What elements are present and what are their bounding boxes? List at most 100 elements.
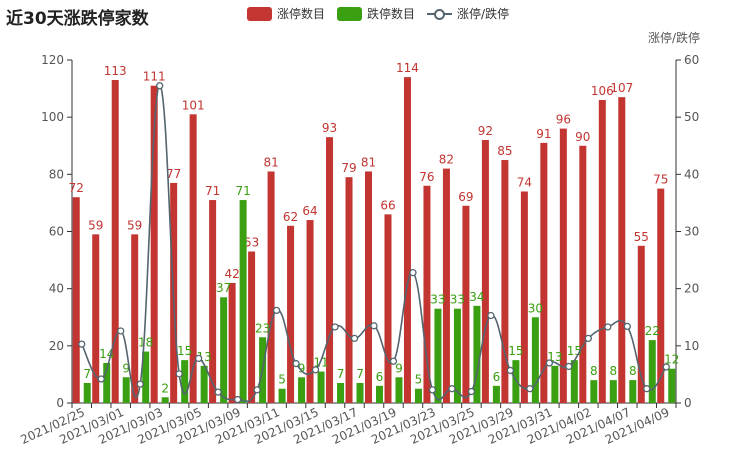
right-axis-tick-label: 60: [684, 53, 699, 67]
bar-up-label: 55: [634, 230, 649, 244]
ratio-point: [350, 334, 359, 343]
right-axis-tick-label: 10: [684, 339, 699, 353]
bar-down: [395, 377, 403, 403]
bar-down: [492, 385, 500, 403]
bar-up: [520, 191, 528, 403]
bar-up: [92, 234, 100, 403]
bar-up: [403, 77, 411, 404]
ratio-point: [662, 363, 670, 371]
right-axis-tick-label: 20: [684, 282, 699, 296]
bar-down-label: 18: [138, 336, 153, 350]
legend-swatch-up: [247, 6, 272, 21]
right-axis-tick-label: 40: [684, 167, 699, 181]
left-axis-tick-label: 100: [41, 110, 64, 124]
bar-up-label: 92: [478, 124, 493, 138]
right-axis-tick-label: 50: [684, 110, 699, 124]
left-axis-tick-label: 20: [49, 339, 64, 353]
bar-up-label: 76: [419, 170, 434, 184]
bar-down: [590, 380, 598, 403]
bar-down-label: 12: [664, 353, 679, 367]
bar-up: [501, 160, 509, 403]
bar-down: [337, 382, 345, 403]
bar-down-label: 7: [356, 367, 364, 381]
bar-down-label: 30: [528, 301, 543, 315]
bar-up: [131, 234, 139, 403]
bar-down-label: 9: [298, 361, 306, 375]
ratio-point: [409, 269, 417, 277]
bar-up-label: 106: [591, 84, 614, 98]
legend-item-ratio[interactable]: 涨停/跌停: [427, 5, 509, 22]
bar-up: [326, 137, 334, 404]
ratio-point: [604, 323, 612, 331]
left-axis-tick-label: 40: [49, 282, 64, 296]
bar-up: [637, 245, 645, 403]
legend-line-icon: [427, 7, 453, 21]
ratio-point: [136, 380, 144, 388]
bar-down-label: 23: [255, 321, 270, 335]
bar-up: [209, 200, 217, 403]
ratio-point: [643, 385, 651, 393]
ratio-point: [311, 366, 320, 374]
bar-up-label: 53: [244, 236, 259, 250]
ratio-point: [194, 354, 203, 363]
bar-down-label: 34: [469, 290, 484, 304]
bar-down-label: 6: [376, 370, 384, 384]
chart-title: 近30天涨跌停家数: [6, 9, 149, 29]
bar-down: [200, 365, 208, 403]
bar-up-label: 96: [556, 113, 571, 127]
ratio-point: [448, 385, 456, 393]
bar-down-label: 33: [450, 293, 465, 307]
bar-up: [111, 80, 119, 403]
bar-up-label: 77: [166, 167, 181, 181]
bar-up-label: 85: [497, 144, 512, 158]
left-axis-tick-label: 120: [41, 53, 64, 67]
ratio-point: [565, 362, 573, 371]
bar-down-label: 71: [235, 184, 250, 198]
legend-label-down: 跌停数目: [367, 7, 416, 21]
bar-down: [103, 362, 111, 403]
bar-down-label: 15: [177, 344, 192, 358]
bar-down-label: 33: [430, 293, 445, 307]
ratio-point: [175, 370, 183, 378]
bar-down-label: 5: [415, 373, 423, 387]
bar-up: [287, 225, 295, 403]
left-axis-tick-label: 0: [56, 396, 64, 410]
bar-down: [317, 371, 325, 403]
bar-down: [83, 382, 91, 403]
bar-up-label: 59: [127, 218, 142, 232]
bar-down-label: 2: [161, 381, 169, 395]
right-axis-tick-label: 30: [684, 225, 699, 239]
bar-up: [559, 128, 567, 403]
bar-up: [462, 205, 470, 403]
bar-down: [122, 377, 130, 403]
bar-up: [345, 177, 353, 403]
bar-up-label: 79: [341, 161, 356, 175]
bar-up-label: 101: [182, 98, 205, 112]
bar-down: [551, 365, 559, 403]
bar-up: [228, 282, 236, 403]
legend-label-ratio: 涨停/跌停: [457, 7, 510, 21]
legend-swatch-down: [337, 6, 363, 21]
bar-down: [278, 388, 286, 403]
bar-down: [453, 308, 461, 403]
bar-down: [531, 317, 539, 403]
bar-up: [306, 220, 314, 403]
ratio-point: [78, 340, 86, 348]
bar-down: [512, 360, 520, 403]
bar-down-label: 15: [508, 344, 523, 358]
bar-up: [423, 185, 431, 403]
bar-up: [618, 97, 626, 404]
bar-down: [629, 380, 637, 403]
bar-up: [598, 100, 606, 404]
bar-up: [384, 214, 392, 403]
right-axis-title: 涨停/跌停: [648, 30, 700, 45]
bar-up-label: 91: [536, 127, 551, 141]
bar-up-label: 81: [361, 155, 376, 169]
legend[interactable]: 涨停数目 跌停数目 涨停/跌停: [247, 5, 509, 22]
bar-down-label: 7: [83, 367, 91, 381]
bar-down-label: 37: [216, 281, 231, 295]
legend-item-up[interactable]: 涨停数目: [247, 5, 325, 22]
legend-item-down[interactable]: 跌停数目: [337, 5, 415, 22]
ratio-point: [545, 359, 554, 367]
